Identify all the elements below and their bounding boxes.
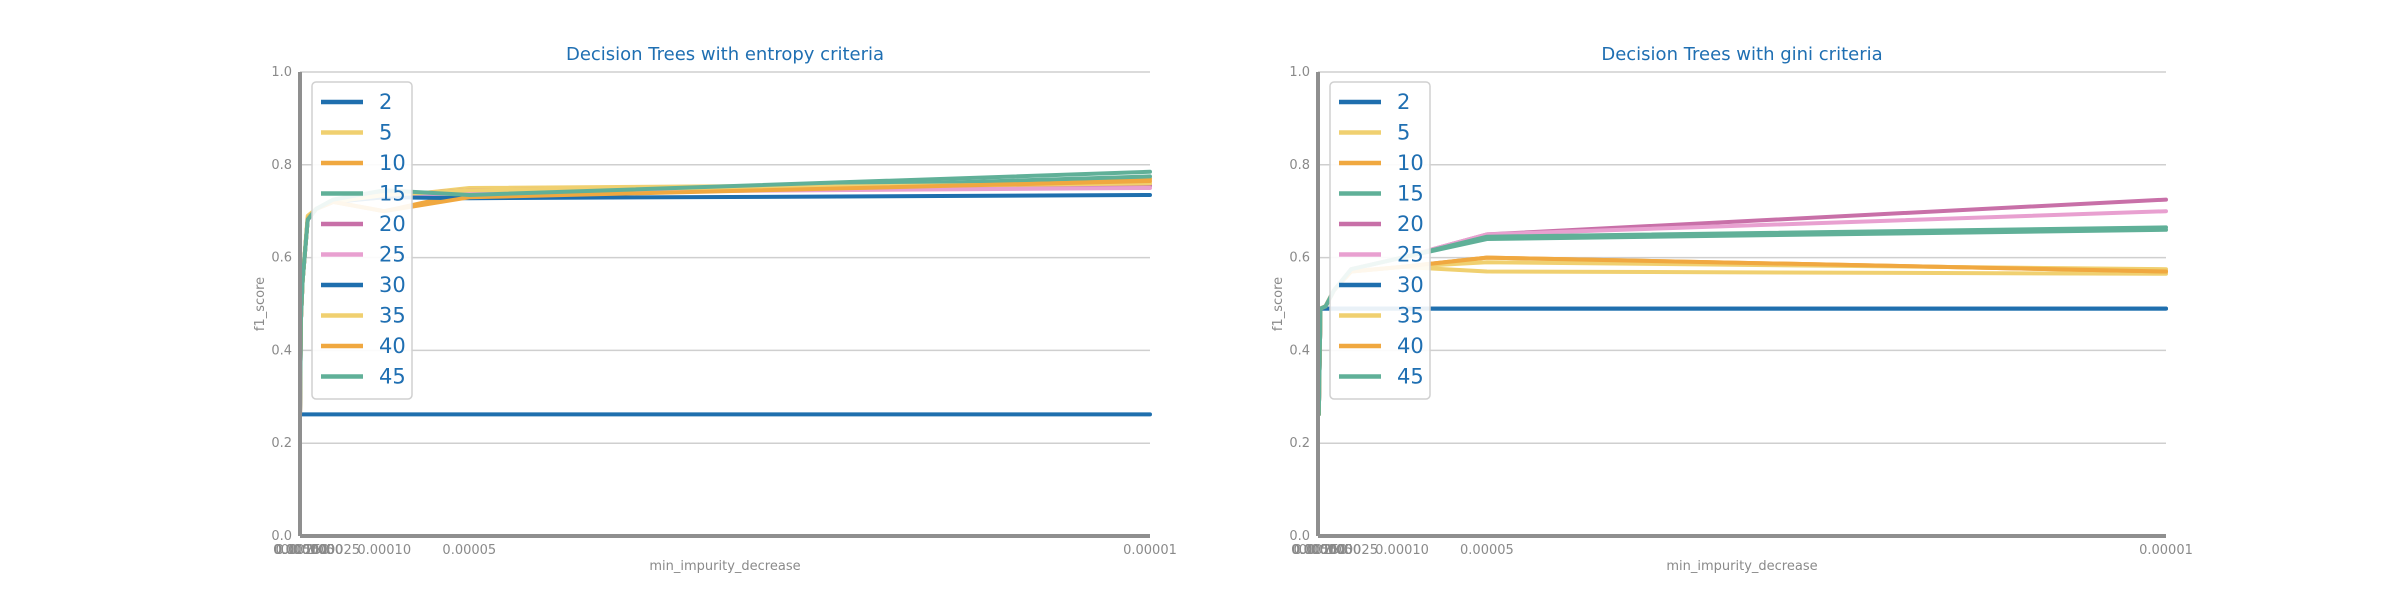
y-tick-label: 0.2 — [271, 436, 292, 451]
x-tick-label: 0.00005 — [1460, 543, 1514, 558]
legend-label-40: 40 — [379, 334, 406, 358]
legend-label-5: 5 — [1397, 121, 1410, 145]
y-tick-label: 0.0 — [271, 529, 292, 544]
series-line-25 — [1316, 209, 2168, 417]
legend-label-45: 45 — [379, 365, 406, 389]
y-axis-label: f1_score — [253, 277, 268, 331]
chart-panel-1: 0.00.20.40.60.81.00.010000.005000.002500… — [253, 44, 1177, 574]
x-axis-label: min_impurity_decrease — [649, 559, 800, 574]
x-tick-label: 0.00025 — [306, 543, 360, 558]
x-tick-label: 0.00250 — [276, 543, 330, 558]
y-tick-label: 0.6 — [1289, 251, 1310, 266]
series-line-10 — [298, 176, 1152, 417]
x-tick-label: 0.00500 — [274, 543, 328, 558]
x-tick-label: 0.00025 — [1324, 543, 1378, 558]
legend-label-15: 15 — [379, 182, 406, 206]
legend-label-30: 30 — [1397, 273, 1424, 297]
series-line-45 — [298, 169, 1152, 417]
chart-title: Decision Trees with gini criteria — [1601, 44, 1882, 65]
y-tick-label: 0.4 — [271, 343, 292, 358]
series-line-40 — [298, 179, 1152, 417]
legend-label-15: 15 — [1397, 182, 1424, 206]
series-line-25 — [298, 186, 1152, 417]
series-line-5 — [1316, 264, 2168, 417]
y-tick-label: 0.0 — [1289, 529, 1310, 544]
legend-label-2: 2 — [1397, 90, 1410, 114]
series-line-20 — [298, 183, 1152, 417]
x-tick-label: 0.00010 — [357, 543, 411, 558]
series-line-15 — [298, 174, 1152, 417]
series-line-35 — [298, 181, 1152, 417]
series-line-40 — [1316, 255, 2168, 417]
chart-panel-2: 0.00.20.40.60.81.00.010000.005000.002500… — [1271, 44, 2193, 574]
legend-label-2: 2 — [379, 90, 392, 114]
y-tick-label: 1.0 — [271, 65, 292, 80]
legend-label-45: 45 — [1397, 365, 1424, 389]
legend-label-25: 25 — [379, 243, 406, 267]
x-tick-label: 0.00010 — [1375, 543, 1429, 558]
x-tick-label: 0.01000 — [273, 543, 327, 558]
series-line-10 — [1316, 255, 2168, 417]
x-tick-label: 0.00050 — [1307, 543, 1361, 558]
x-tick-label: 0.00100 — [281, 543, 335, 558]
legend-label-10: 10 — [1397, 151, 1424, 175]
x-tick-label: 0.00100 — [1299, 543, 1353, 558]
y-axis-label: f1_score — [1271, 277, 1286, 331]
legend-label-40: 40 — [1397, 334, 1424, 358]
x-tick-label: 0.00500 — [1292, 543, 1346, 558]
series-line-2 — [1316, 306, 2168, 417]
legend-label-25: 25 — [1397, 243, 1424, 267]
series-line-35 — [1316, 260, 2168, 417]
legend-label-5: 5 — [379, 121, 392, 145]
series-line-30 — [298, 193, 1152, 417]
legend-label-10: 10 — [379, 151, 406, 175]
x-tick-label: 0.00050 — [289, 543, 343, 558]
legend-label-20: 20 — [1397, 212, 1424, 236]
chart-title: Decision Trees with entropy criteria — [566, 44, 884, 65]
y-tick-label: 0.4 — [1289, 343, 1310, 358]
y-tick-label: 1.0 — [1289, 65, 1310, 80]
x-axis-label: min_impurity_decrease — [1666, 559, 1817, 574]
legend-label-35: 35 — [1397, 304, 1424, 328]
x-tick-label: 0.01000 — [1291, 543, 1345, 558]
y-tick-label: 0.2 — [1289, 436, 1310, 451]
series-line-45 — [1316, 225, 2168, 417]
legend-label-20: 20 — [379, 212, 406, 236]
series-line-5 — [298, 181, 1152, 417]
series-line-30 — [1316, 306, 2168, 417]
x-tick-label: 0.00001 — [2139, 543, 2193, 558]
x-tick-label: 0.00001 — [1123, 543, 1177, 558]
legend-label-30: 30 — [379, 273, 406, 297]
x-tick-label: 0.00005 — [442, 543, 496, 558]
legend-label-35: 35 — [379, 304, 406, 328]
x-tick-label: 0.00250 — [1294, 543, 1348, 558]
y-tick-label: 0.6 — [271, 251, 292, 266]
y-tick-label: 0.8 — [1289, 158, 1310, 173]
y-tick-label: 0.8 — [271, 158, 292, 173]
